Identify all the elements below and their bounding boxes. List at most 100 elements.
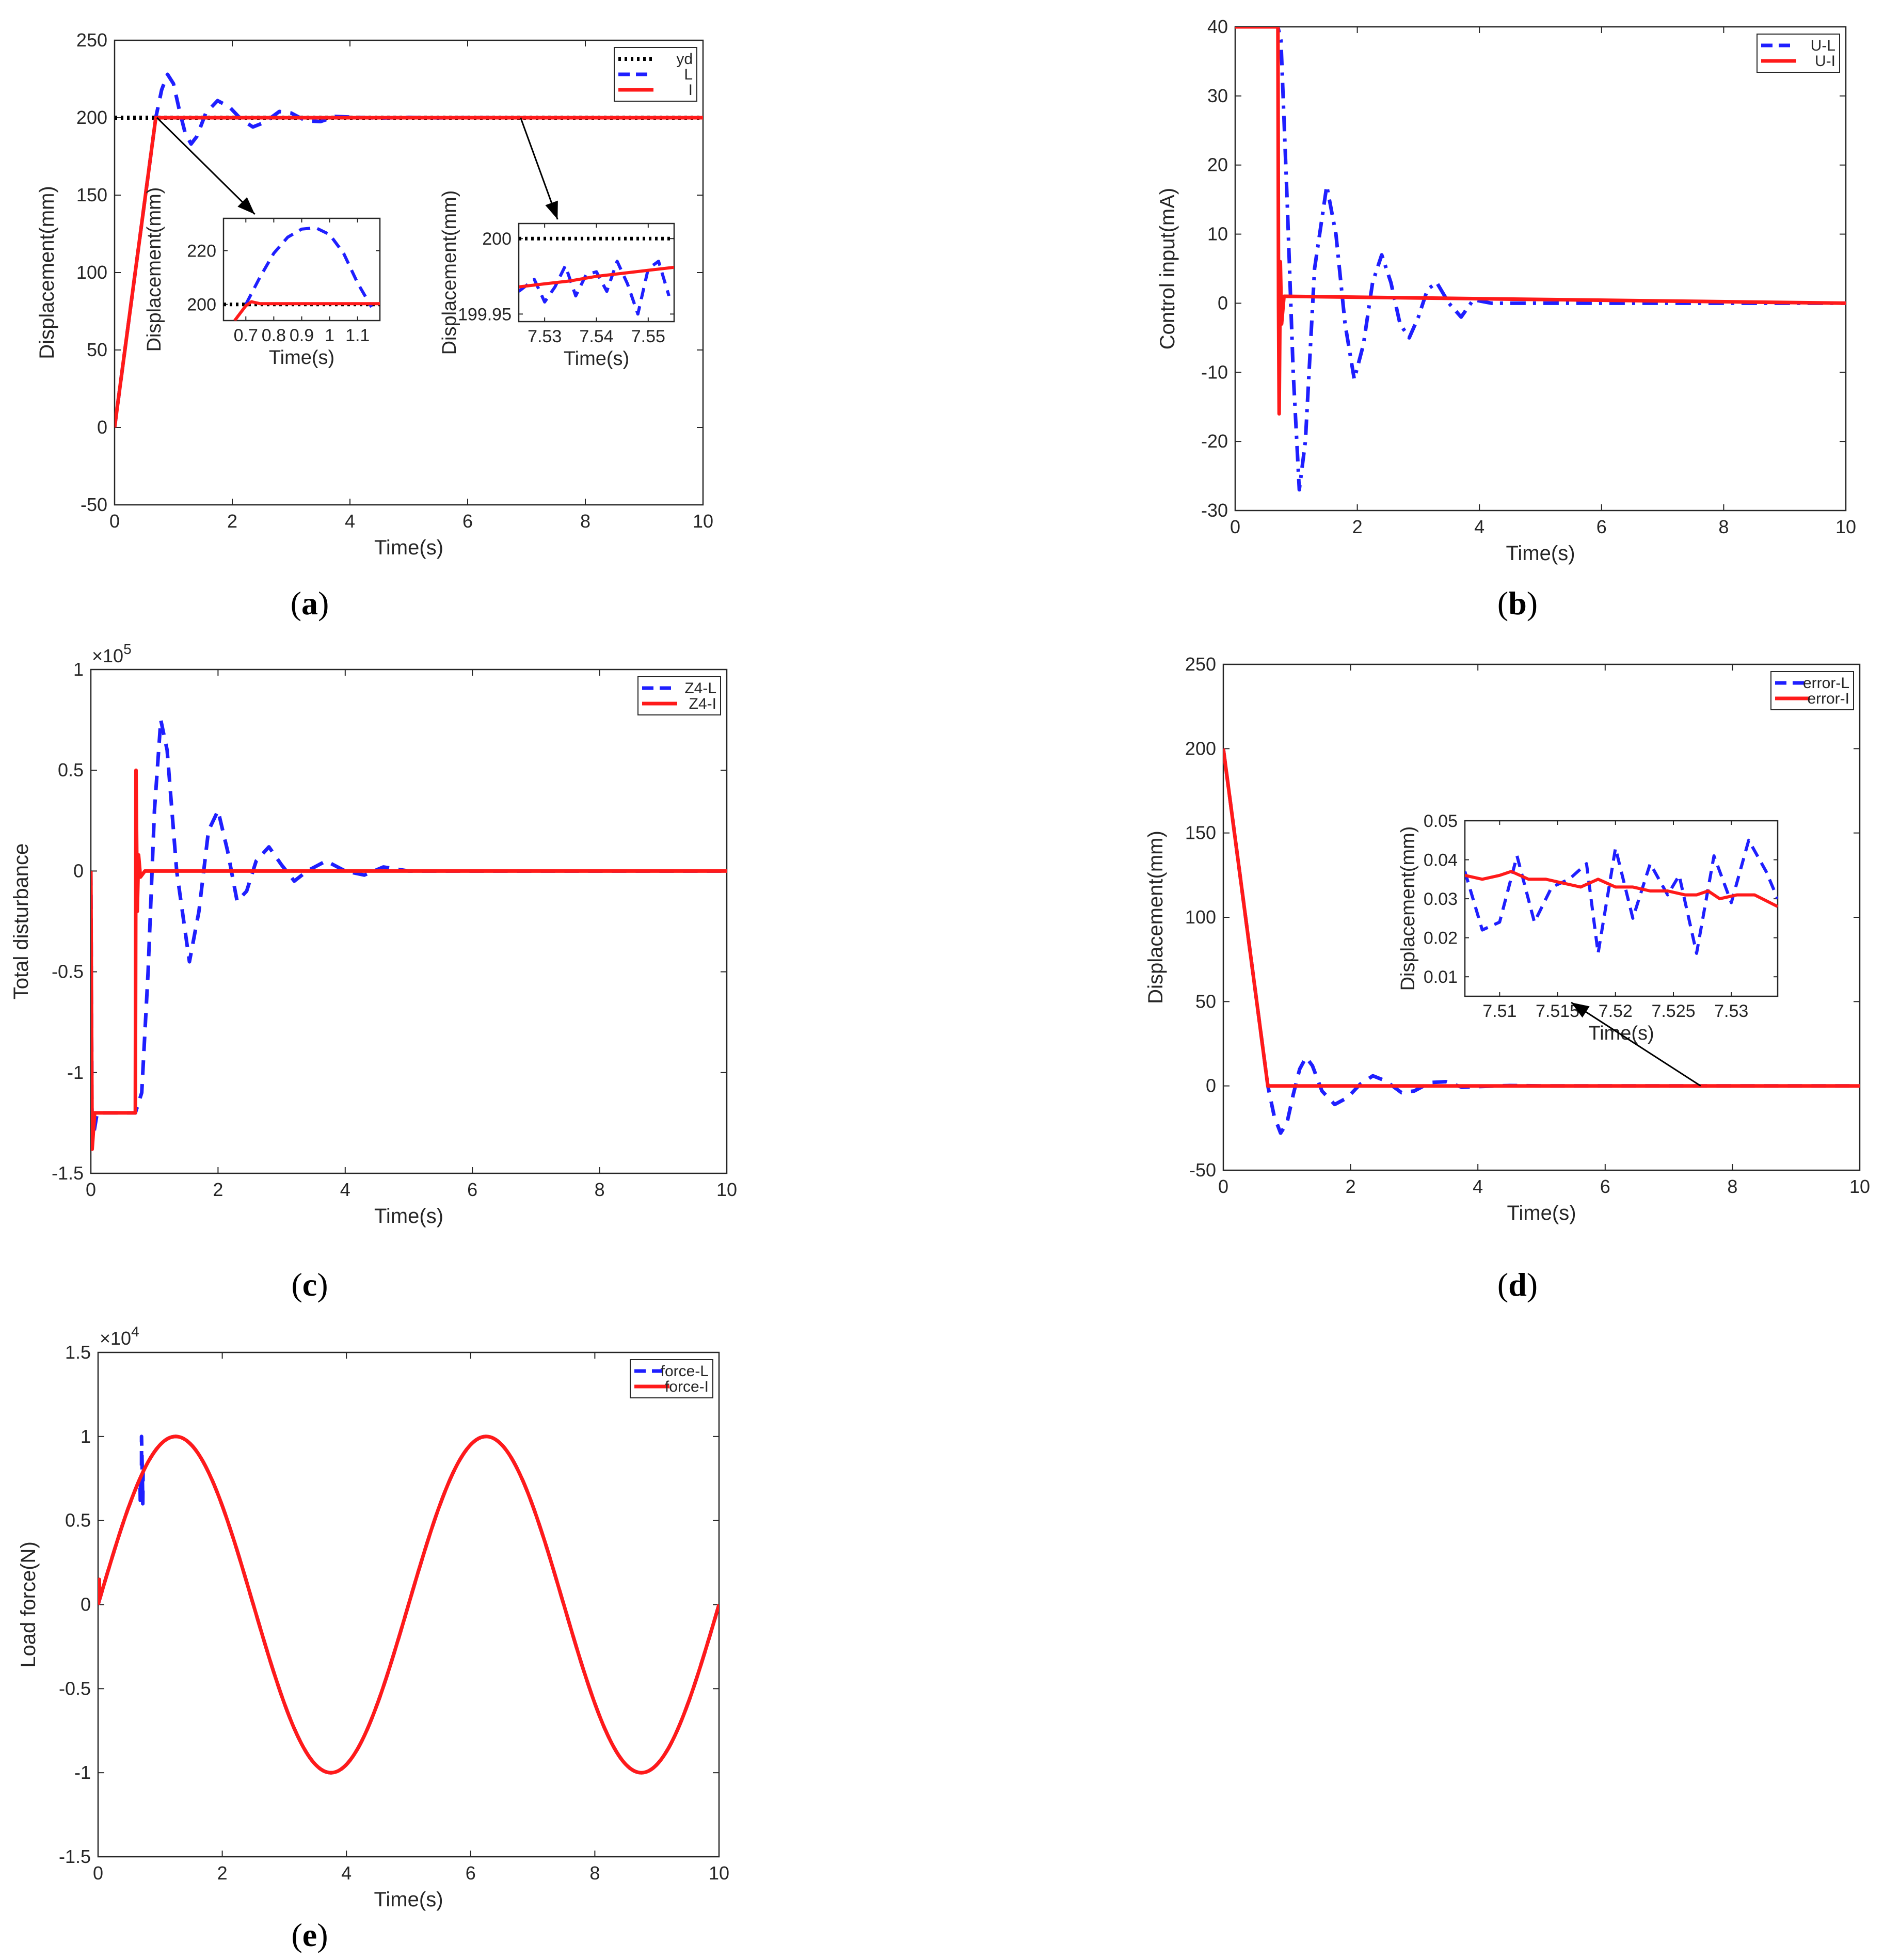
y-tick-label: -0.5 [59,1678,91,1699]
annotation-arrow-line [156,117,256,215]
legend-box [1770,671,1854,710]
x-axis-label: Time(s) [1507,1202,1576,1224]
series-line-u-i [1235,27,1846,416]
x-tick-label: 4 [1473,1176,1483,1197]
x-tick-label: 0 [109,511,120,532]
y-tick-label: -20 [1201,431,1228,452]
x-tick-label: 2 [213,1179,223,1200]
axes-frame [1234,26,1847,512]
x-tick-label: 2 [217,1862,228,1884]
x-tick-label: 6 [1600,1176,1610,1197]
y-axis-label: Displacement(mm) [1397,826,1419,991]
y-tick-label: 0 [97,417,107,438]
y-tick-label: -1.5 [52,1162,84,1184]
x-tick-label: 2 [1346,1176,1356,1197]
y-tick-label: 0.01 [1424,967,1458,987]
chart-panel-a: 0 2 4 6 8 10-50050100150200250Time(s)Displace… [36,29,713,622]
y-tick-label: 0 [73,860,84,881]
x-axis-label: Time(s) [269,347,334,369]
y-tick-label: 0 [1206,1075,1216,1096]
x-tick-label: 8 [595,1179,605,1200]
y-tick-label: 50 [87,339,107,360]
inset-1: 0.7 0.8 0.9 1 1.1 200 220 Time(s) Displacement(m… [143,187,381,369]
y-tick-label: 200 [187,295,216,315]
legend-label: Z4-L [684,680,716,697]
legend-box [637,676,721,715]
y-axis-label: Total disturbance [10,843,33,999]
exponent-label: ×105 [92,641,132,666]
series-line-i [233,300,380,321]
legend-label: yd [676,51,693,68]
y-tick-label: 250 [76,29,107,51]
x-tick-label: 7.52 [1599,1001,1633,1021]
x-tick-label: 1.1 [345,326,370,345]
legend-box [630,1359,713,1398]
panel-label-a: (a) [291,585,329,622]
axes-frame [90,668,728,1174]
x-axis-label: Time(s) [374,1888,443,1911]
x-tick-label: 0 [1218,1176,1228,1197]
y-tick-label: 100 [1185,906,1216,928]
y-tick-label: 220 [187,242,216,261]
series-line-i [519,265,674,289]
y-tick-label: 100 [76,262,107,283]
x-tick-label: 7.54 [579,327,613,346]
x-tick-label: 7.51 [1482,1001,1516,1021]
panel-label-d: (d) [1497,1266,1538,1303]
series-line-l [244,226,373,308]
chart-panel-c: 0 2 4 6 8 10 -1.5 -1 -0.5 0 0.5 1 Time(s) Total distu… [10,641,737,1303]
legend-box [1757,34,1840,73]
x-tick-label: 8 [1718,516,1729,537]
series-line-u-l [1235,27,1846,492]
x-tick-label: 4 [340,1179,350,1200]
annotation-arrow-line [1571,1001,1701,1087]
x-tick-label: 6 [466,1862,476,1884]
y-tick-label: 150 [1185,822,1216,843]
annotation-arrow-head [237,197,255,214]
y-tick-label: -1 [67,1062,84,1083]
y-tick-label: 200 [76,107,107,128]
y-axis-label: Displacement(mm) [439,190,460,355]
y-tick-label: 40 [1207,16,1228,37]
x-tick-label: 6 [467,1179,477,1200]
annotation-arrow-head [1571,1002,1590,1018]
x-tick-label: 0.9 [290,326,314,345]
legend-label: force-L [661,1363,709,1380]
x-axis-label: Time(s) [374,1205,443,1228]
y-tick-label: -1 [74,1762,91,1783]
y-tick-label: 0.03 [1424,889,1458,909]
x-tick-label: 7.55 [631,327,665,346]
y-tick-label: 1 [73,659,84,680]
legend-label: Z4-I [689,695,716,712]
series-line-z4-l [91,718,727,1145]
y-tick-label: 1 [81,1426,91,1447]
panel-label-c: (c) [291,1266,328,1303]
y-tick-label: 0 [81,1594,91,1615]
legend-label: error-L [1803,675,1849,692]
chart-panel-b: 0 2 4 6 8 10 -30 -20 -10 0 10 20 30 40 Time(s) Control … [1156,16,1856,622]
inset-1: 7.51 7.515 7.52 7.525 7.53 0.01 0.02 0.03 0.04 0.… [1397,811,1779,1044]
x-tick-label: 10 [693,511,713,532]
x-tick-label: 10 [1849,1176,1870,1197]
x-tick-label: 0.7 [234,326,258,345]
y-tick-label: 0 [1218,292,1228,313]
y-axis-label: Load force(N) [17,1541,40,1668]
x-axis-label: Time(s) [1588,1023,1654,1044]
x-axis-label: Time(s) [374,536,443,559]
x-tick-label: 8 [580,511,590,532]
chart-panel-d: 0 2 4 6 8 10-50050100150200250Time(s)Displace… [1144,654,1870,1303]
x-axis-label: Time(s) [1506,542,1575,565]
series-line-l [115,72,703,428]
legend-label: I [689,82,693,99]
legend-label: U-L [1811,37,1835,54]
x-tick-label: 7.515 [1536,1001,1579,1021]
y-tick-label: 200 [482,229,512,249]
series-line-l [519,260,670,316]
y-tick-label: 50 [1195,991,1216,1012]
x-tick-label: 2 [227,511,237,532]
x-tick-label: 10 [709,1862,729,1884]
annotation-arrow-line [520,117,558,220]
y-tick-label: 200 [1185,738,1216,759]
legend-label: force-I [665,1378,709,1395]
legend-label: U-I [1815,53,1835,70]
